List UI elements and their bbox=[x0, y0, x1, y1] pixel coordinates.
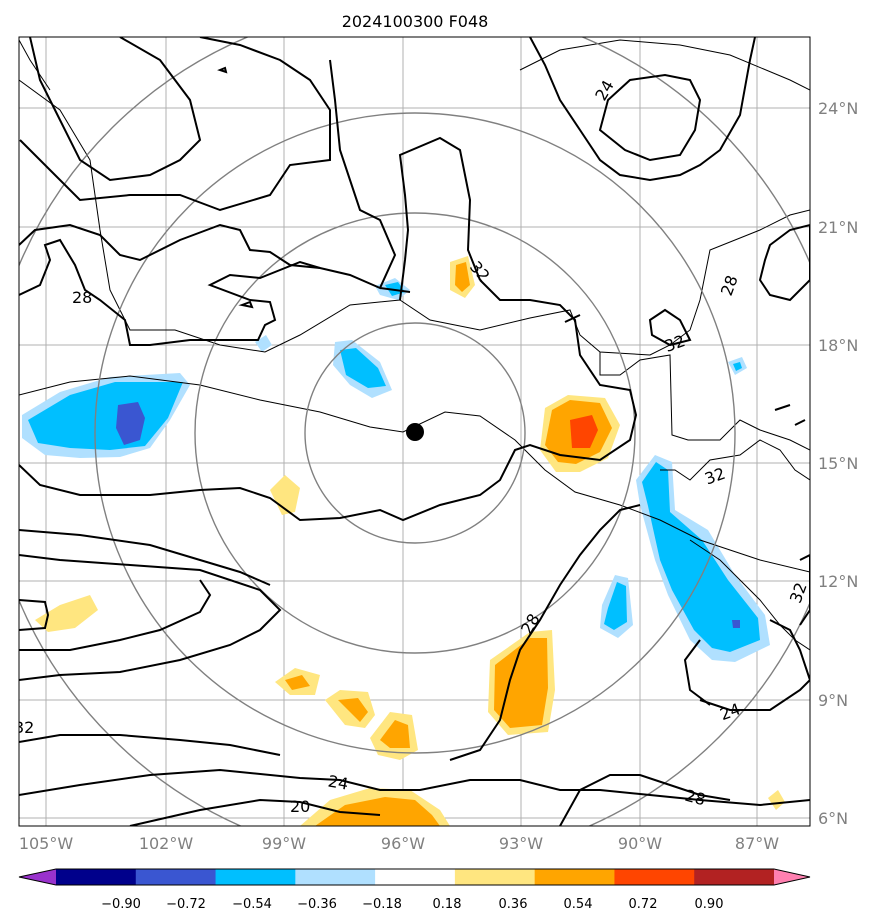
shade-dblue-west bbox=[116, 402, 145, 445]
colorbar-segment bbox=[295, 869, 376, 885]
shade-cyan-east2 bbox=[604, 582, 627, 630]
colorbar-tick-label: 0.72 bbox=[629, 897, 658, 912]
contour-label: 24 bbox=[591, 77, 618, 104]
colorbar-segment bbox=[375, 869, 456, 885]
colorbar-outline bbox=[18, 868, 811, 886]
shade-yellow-far-e bbox=[768, 790, 785, 810]
lat-label: 9°N bbox=[818, 691, 848, 710]
colorbar-tick-label: 0.18 bbox=[433, 897, 462, 912]
contour-label: 28 bbox=[683, 786, 708, 810]
lon-label: 96°W bbox=[381, 834, 425, 853]
longitude-labels: 105°W 102°W 99°W 96°W 93°W 90°W 87°W bbox=[19, 834, 779, 853]
colorbar-extend-high bbox=[774, 869, 810, 885]
shading-negative bbox=[22, 278, 770, 662]
lon-label: 105°W bbox=[19, 834, 74, 853]
shade-orange-s4 bbox=[285, 675, 310, 690]
colorbar-tick-label: −0.72 bbox=[166, 897, 206, 912]
colorbar-extend-low bbox=[19, 869, 56, 885]
shade-orange-bottom bbox=[315, 797, 440, 826]
shade-orange-n bbox=[455, 262, 470, 292]
shade-orange-s2 bbox=[338, 698, 368, 722]
colorbar-tick-labels: −0.90 −0.72 −0.54 −0.36 −0.18 0.18 0.36 … bbox=[101, 897, 723, 912]
colorbar-segment bbox=[135, 869, 217, 885]
lon-label: 102°W bbox=[139, 834, 194, 853]
lon-label: 87°W bbox=[735, 834, 779, 853]
contours bbox=[19, 37, 810, 826]
colorbar-tick-label: −0.54 bbox=[232, 897, 272, 912]
contour-label: 24 bbox=[717, 699, 743, 724]
shade-cyan-west bbox=[28, 382, 183, 450]
colorbar-tick-label: −0.36 bbox=[297, 897, 337, 912]
map-area: 24 28 32 32 32 32 28 24 20 24 28 32 28 bbox=[14, 37, 811, 826]
lat-label: 15°N bbox=[818, 454, 858, 473]
colorbar-segment bbox=[614, 869, 695, 885]
shade-dblue-east1 bbox=[732, 620, 740, 628]
colorbar-segment bbox=[534, 869, 615, 885]
shading-positive bbox=[35, 256, 785, 826]
lon-label: 90°W bbox=[618, 834, 662, 853]
shade-yellow-w bbox=[270, 475, 300, 515]
contour-label: 20 bbox=[290, 797, 310, 816]
lon-label: 93°W bbox=[499, 834, 543, 853]
colorbar-tick-label: 0.90 bbox=[695, 897, 724, 912]
contour-label: 32 bbox=[786, 580, 811, 606]
contour-label: 24 bbox=[327, 771, 350, 793]
shade-cyan-east1 bbox=[642, 462, 760, 652]
colorbar-segment bbox=[454, 869, 536, 885]
contour-label: 28 bbox=[72, 288, 92, 307]
colorbar-segment bbox=[56, 869, 137, 885]
contour-label: 32 bbox=[702, 464, 728, 489]
latitude-labels: 24°N 21°N 18°N 15°N 12°N 9°N 6°N bbox=[818, 99, 858, 828]
contour-label: 32 bbox=[14, 718, 34, 737]
colorbar bbox=[18, 868, 811, 886]
shade-orange-s3 bbox=[380, 720, 410, 748]
lat-label: 24°N bbox=[818, 99, 858, 118]
range-rings bbox=[19, 37, 810, 826]
lon-label: 99°W bbox=[262, 834, 306, 853]
map-title: 2024100300 F048 bbox=[342, 12, 489, 31]
shade-cyan-small2 bbox=[733, 362, 742, 371]
colorbar-tick-label: 0.36 bbox=[499, 897, 528, 912]
colorbar-segment bbox=[694, 869, 775, 885]
colorbar-tick-label: −0.90 bbox=[101, 897, 141, 912]
lat-label: 21°N bbox=[818, 218, 858, 237]
colorbar-segment bbox=[215, 869, 296, 885]
storm-center-marker bbox=[406, 423, 424, 441]
shade-cyan-mid bbox=[340, 348, 386, 388]
lat-label: 12°N bbox=[818, 572, 858, 591]
shade-red-se bbox=[570, 415, 598, 448]
shade-yellow-far-w bbox=[35, 595, 98, 632]
contour-label: 28 bbox=[717, 273, 742, 299]
lat-label: 6°N bbox=[818, 809, 848, 828]
lat-label: 18°N bbox=[818, 336, 858, 355]
shade-orange-s1 bbox=[494, 638, 548, 728]
colorbar-tick-label: 0.54 bbox=[564, 897, 593, 912]
shade-blue-small1 bbox=[255, 335, 272, 352]
map-frame bbox=[18, 36, 811, 827]
colorbar-tick-label: −0.18 bbox=[362, 897, 402, 912]
